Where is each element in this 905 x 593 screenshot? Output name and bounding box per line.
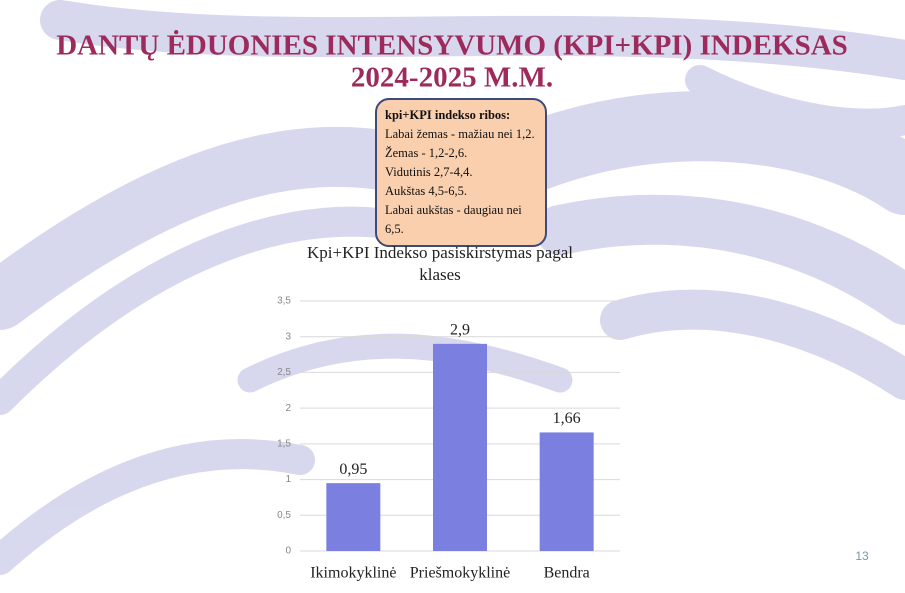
slide-canvas: DANTŲ ĖDUONIES INTENSYVUMO (KPI+KPI) IND… <box>0 0 905 593</box>
info-heading: kpi+KPI indekso ribos: <box>385 106 537 125</box>
x-tick-label: Priešmokyklinė <box>410 565 510 582</box>
x-tick-label: Ikimokyklinė <box>310 565 396 582</box>
info-line: Vidutinis 2,7-4,4. <box>385 163 537 182</box>
info-box: kpi+KPI indekso ribos: Labai žemas - maž… <box>375 98 547 247</box>
data-label: 0,95 <box>339 461 367 478</box>
y-tick-label: 2 <box>285 403 291 414</box>
data-label: 1,66 <box>553 410 581 427</box>
y-tick-label: 0 <box>285 546 291 557</box>
data-label: 2,9 <box>450 322 470 339</box>
chart-title: Kpi+KPI Indekso pasiskirstymas pagal kla… <box>300 242 580 286</box>
y-tick-label: 1,5 <box>277 438 291 449</box>
info-line: Labai žemas - mažiau nei 1,2. <box>385 125 537 144</box>
info-line: Žemas - 1,2-2,6. <box>385 144 537 163</box>
slide: DANTŲ ĖDUONIES INTENSYVUMO (KPI+KPI) IND… <box>0 0 905 593</box>
y-tick-label: 1 <box>285 474 291 485</box>
info-line: Labai aukštas - daugiau nei 6,5. <box>385 201 537 239</box>
y-tick-label: 0,5 <box>277 510 291 521</box>
info-line: Aukštas 4,5-6,5. <box>385 182 537 201</box>
page-number: 13 <box>855 549 869 563</box>
bar <box>326 483 380 551</box>
bar <box>540 432 594 551</box>
x-tick-label: Bendra <box>544 565 590 582</box>
y-tick-label: 3 <box>285 331 291 342</box>
y-tick-label: 3,5 <box>277 296 291 307</box>
bar <box>433 344 487 551</box>
slide-title: 2024-2025 M.M. <box>351 62 553 94</box>
slide-title: DANTŲ ĖDUONIES INTENSYVUMO (KPI+KPI) IND… <box>56 29 848 62</box>
y-tick-label: 2,5 <box>277 367 291 378</box>
